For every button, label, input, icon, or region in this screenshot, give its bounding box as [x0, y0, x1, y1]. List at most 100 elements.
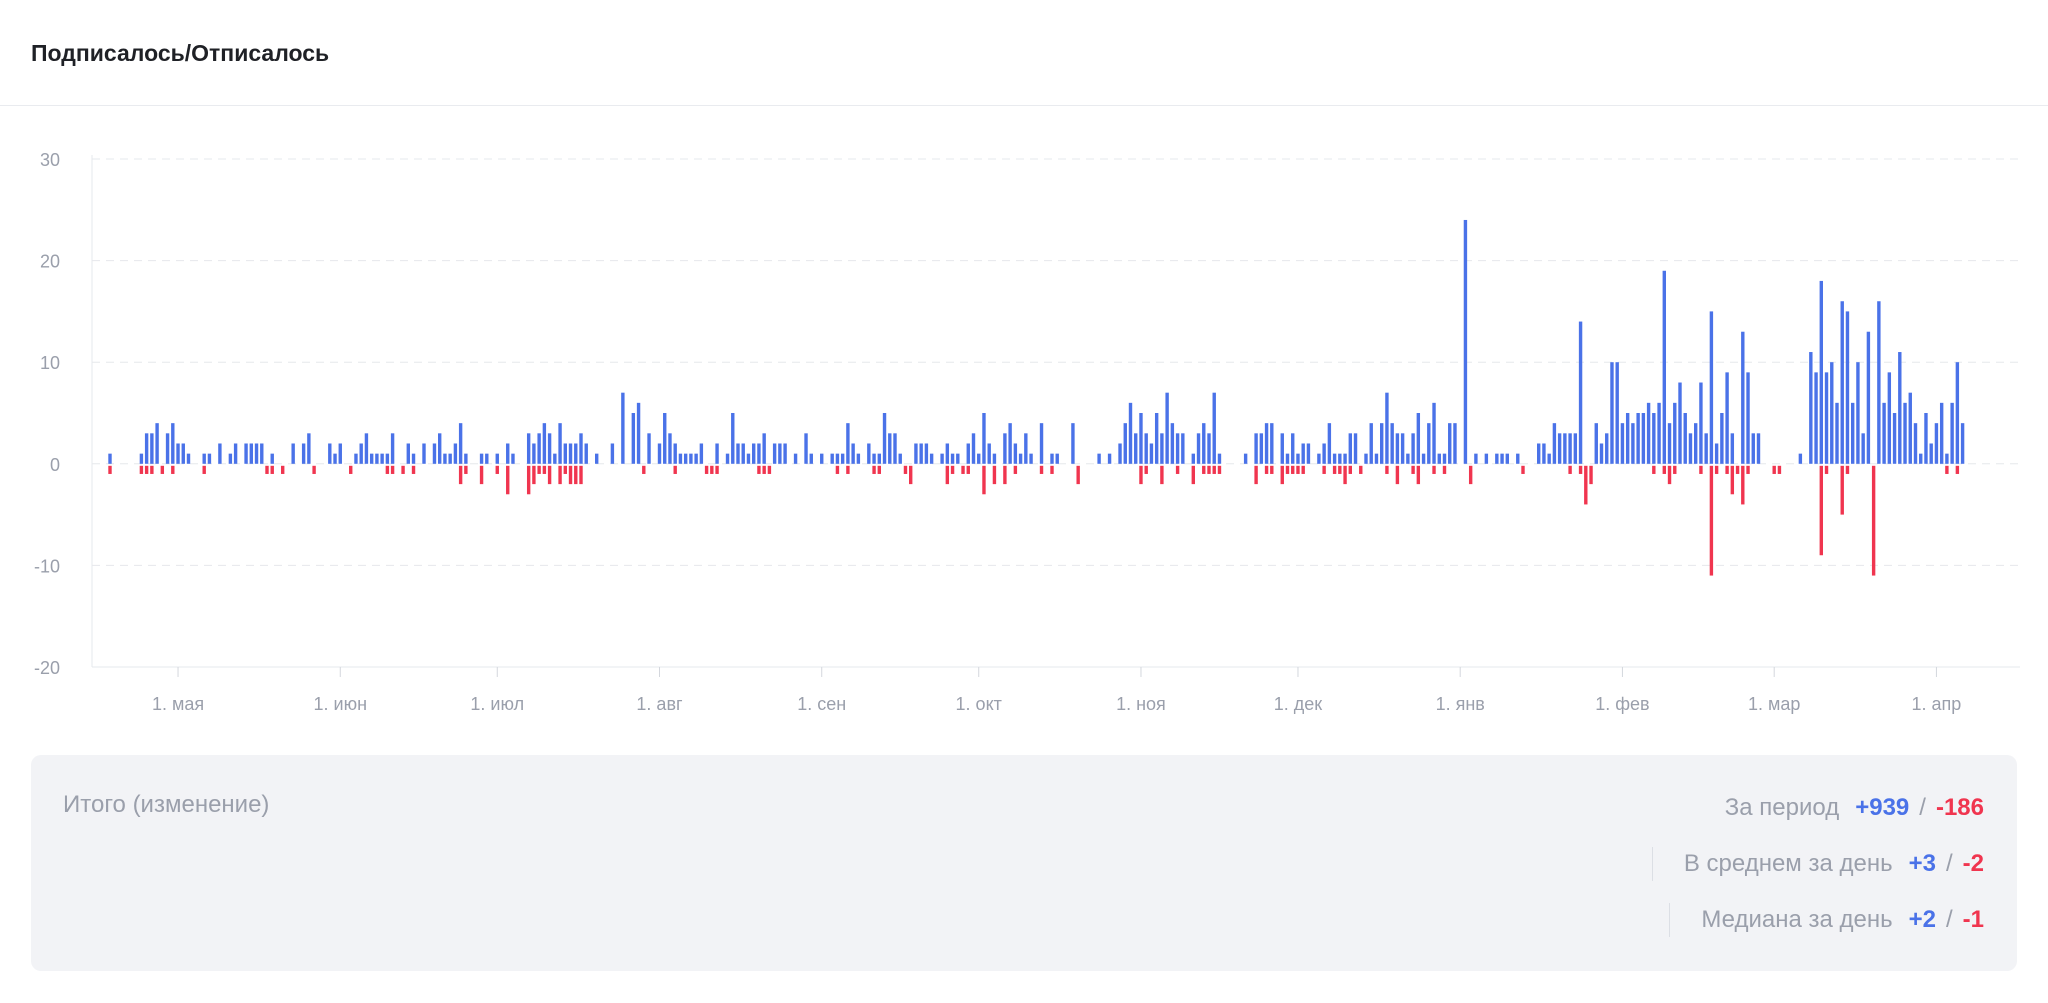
- bar-unsubscribed: [1050, 465, 1054, 474]
- bar-subscribed: [668, 433, 672, 464]
- stat-minus: -186: [1935, 794, 1984, 821]
- bar-subscribed: [1055, 453, 1059, 464]
- bar-unsubscribed: [547, 465, 552, 485]
- bar-subscribed: [1662, 270, 1666, 464]
- bar-subscribed: [1746, 372, 1750, 464]
- bar-subscribed: [171, 423, 175, 464]
- bar-subscribed: [1516, 453, 1520, 464]
- bar-subscribed: [1123, 423, 1127, 464]
- bar-unsubscribed: [1662, 465, 1666, 474]
- bar-subscribed: [631, 413, 636, 464]
- bar-unsubscribed: [1296, 465, 1300, 474]
- bar-subscribed: [725, 453, 730, 464]
- bar-subscribed: [678, 453, 683, 464]
- bar-subscribed: [1845, 311, 1850, 464]
- bar-subscribed: [1924, 413, 1928, 464]
- bar-subscribed: [1196, 433, 1201, 464]
- bar-unsubscribed: [495, 465, 499, 474]
- bar-subscribed: [1694, 423, 1698, 464]
- bar-subscribed: [956, 453, 960, 464]
- bar-unsubscribed: [568, 465, 573, 485]
- bar-subscribed: [830, 453, 834, 464]
- bar-subscribed: [1484, 453, 1489, 464]
- bar-subscribed: [1243, 453, 1248, 464]
- bar-subscribed: [1913, 423, 1918, 464]
- bar-subscribed: [1118, 443, 1122, 464]
- bar-unsubscribed: [1291, 465, 1295, 474]
- bar-unsubscribed: [1824, 465, 1829, 474]
- bar-subscribed: [375, 453, 379, 464]
- bar-subscribed: [218, 443, 222, 464]
- bar-unsubscribed: [1322, 465, 1326, 474]
- bar-subscribed: [1285, 453, 1290, 464]
- bar-subscribed: [1191, 453, 1195, 464]
- bar-subscribed: [1955, 362, 1960, 464]
- bar-subscribed: [1270, 423, 1274, 464]
- bar-unsubscribed: [171, 465, 175, 474]
- bar-subscribed: [1301, 443, 1305, 464]
- bar-subscribed: [181, 443, 185, 464]
- bar-subscribed: [1406, 453, 1410, 464]
- bar-subscribed: [411, 453, 416, 464]
- bar-subscribed: [150, 433, 154, 464]
- bar-unsubscribed: [1777, 465, 1782, 474]
- bar-unsubscribed: [982, 465, 986, 495]
- x-tick-label: 1. дек: [1274, 694, 1323, 714]
- bar-subscribed: [1683, 413, 1687, 464]
- bar-unsubscribed: [1385, 465, 1389, 474]
- bar-unsubscribed: [1714, 465, 1719, 474]
- bar-subscribed: [1725, 372, 1729, 464]
- bar-subscribed: [982, 413, 986, 464]
- bar-subscribed: [867, 443, 871, 464]
- stat-label: В среднем за день: [1683, 850, 1893, 877]
- bar-subscribed: [1421, 453, 1426, 464]
- bar-subscribed: [1673, 402, 1677, 464]
- bar-unsubscribed: [1589, 465, 1593, 485]
- bar-subscribed: [1620, 423, 1625, 464]
- bar-subscribed: [1411, 433, 1415, 464]
- bar-unsubscribed: [281, 465, 285, 474]
- bar-subscribed: [882, 413, 887, 464]
- bar-unsubscribed: [704, 465, 709, 474]
- bar-unsubscribed: [1673, 465, 1677, 474]
- bar-subscribed: [1960, 423, 1965, 464]
- bars: [108, 219, 1965, 576]
- bar-subscribed: [1892, 413, 1897, 464]
- bar-subscribed: [987, 443, 991, 464]
- bar-subscribed: [1291, 433, 1295, 464]
- bar-subscribed: [254, 443, 259, 464]
- bar-subscribed: [699, 443, 704, 464]
- bar-unsubscribed: [1741, 465, 1745, 505]
- summary-stats: За период +939 / -186 В среднем за день …: [1584, 791, 1984, 961]
- bar-unsubscribed: [1652, 465, 1656, 474]
- x-tick-label: 1. авг: [636, 694, 683, 714]
- bar-unsubscribed: [479, 465, 484, 485]
- bar-subscribed: [176, 443, 180, 464]
- bar-subscribed: [1395, 433, 1400, 464]
- bar-subscribed: [464, 453, 468, 464]
- bar-subscribed: [856, 453, 861, 464]
- bar-subscribed: [1615, 362, 1619, 464]
- bar-subscribed: [1380, 423, 1384, 464]
- bar-subscribed: [207, 453, 212, 464]
- bar-subscribed: [301, 443, 306, 464]
- bar-subscribed: [1903, 402, 1907, 464]
- x-tick-label: 1. сен: [797, 694, 846, 714]
- bar-unsubscribed: [673, 465, 677, 474]
- bar-unsubscribed: [1735, 465, 1740, 474]
- bar-unsubscribed: [574, 465, 578, 485]
- bar-unsubscribed: [642, 465, 646, 474]
- bar-subscribed: [1170, 423, 1175, 464]
- bar-unsubscribed: [1845, 465, 1850, 474]
- bar-subscribed: [1217, 453, 1222, 464]
- bar-subscribed: [924, 443, 929, 464]
- bar-unsubscribed: [1699, 465, 1703, 474]
- bar-subscribed: [1625, 413, 1630, 464]
- bar-unsubscribed: [458, 465, 463, 485]
- bar-subscribed: [1814, 372, 1818, 464]
- bar-unsubscribed: [1202, 465, 1206, 474]
- bar-subscribed: [307, 433, 311, 464]
- bar-subscribed: [1442, 453, 1447, 464]
